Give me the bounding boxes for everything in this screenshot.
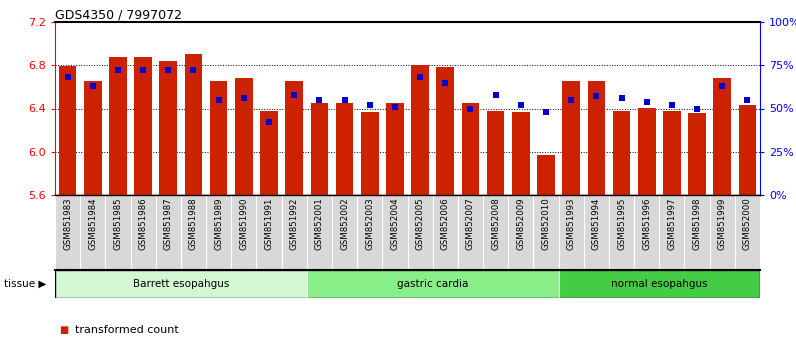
Bar: [185, 55, 202, 195]
Text: GSM852010: GSM852010: [541, 197, 551, 250]
Bar: [361, 112, 379, 195]
Bar: [537, 155, 555, 195]
Bar: [260, 111, 278, 195]
Bar: [689, 113, 706, 195]
Text: GSM851998: GSM851998: [693, 197, 701, 250]
Bar: [559, 270, 760, 298]
Text: GSM851995: GSM851995: [617, 197, 626, 250]
Bar: [412, 65, 429, 195]
Text: GSM851991: GSM851991: [264, 197, 274, 250]
Text: GSM851984: GSM851984: [88, 197, 97, 250]
Text: GSM851992: GSM851992: [290, 197, 298, 250]
Text: GSM851990: GSM851990: [240, 197, 248, 250]
Text: tissue ▶: tissue ▶: [4, 279, 46, 289]
Bar: [613, 111, 630, 195]
Text: GSM851987: GSM851987: [164, 197, 173, 250]
Text: GSM851997: GSM851997: [667, 197, 677, 250]
Bar: [562, 81, 580, 195]
Bar: [487, 111, 505, 195]
Text: GSM852001: GSM852001: [315, 197, 324, 250]
Text: GSM851985: GSM851985: [114, 197, 123, 250]
Bar: [436, 67, 454, 195]
Bar: [386, 103, 404, 195]
Text: GSM852005: GSM852005: [416, 197, 424, 250]
Bar: [84, 81, 102, 195]
Bar: [159, 61, 178, 195]
Bar: [55, 270, 306, 298]
Bar: [638, 108, 656, 195]
Text: GSM852003: GSM852003: [365, 197, 374, 250]
Text: ■: ■: [59, 325, 68, 335]
Bar: [210, 81, 228, 195]
Bar: [59, 66, 76, 195]
Bar: [286, 81, 303, 195]
Text: GSM852002: GSM852002: [340, 197, 349, 250]
Bar: [310, 103, 328, 195]
Text: GSM852007: GSM852007: [466, 197, 475, 250]
Text: GSM852000: GSM852000: [743, 197, 752, 250]
Bar: [109, 57, 127, 195]
Bar: [713, 78, 731, 195]
Bar: [587, 81, 605, 195]
Text: normal esopahgus: normal esopahgus: [611, 279, 708, 289]
Bar: [336, 103, 353, 195]
Bar: [135, 57, 152, 195]
Text: GSM851999: GSM851999: [718, 197, 727, 250]
Bar: [306, 270, 559, 298]
Bar: [462, 103, 479, 195]
Text: gastric cardia: gastric cardia: [397, 279, 468, 289]
Bar: [663, 111, 681, 195]
Bar: [235, 78, 252, 195]
Text: GSM851994: GSM851994: [592, 197, 601, 250]
Text: GDS4350 / 7997072: GDS4350 / 7997072: [55, 9, 182, 22]
Text: GSM851988: GSM851988: [189, 197, 198, 250]
Text: GSM851986: GSM851986: [139, 197, 147, 250]
Text: GSM852006: GSM852006: [441, 197, 450, 250]
Text: GSM852008: GSM852008: [491, 197, 500, 250]
Bar: [512, 112, 529, 195]
Text: Barrett esopahgus: Barrett esopahgus: [133, 279, 229, 289]
Bar: [739, 105, 756, 195]
Text: GSM852004: GSM852004: [390, 197, 400, 250]
Text: GSM851993: GSM851993: [567, 197, 576, 250]
Text: GSM851996: GSM851996: [642, 197, 651, 250]
Text: GSM852009: GSM852009: [517, 197, 525, 250]
Text: GSM851983: GSM851983: [63, 197, 72, 250]
Text: GSM851989: GSM851989: [214, 197, 223, 250]
Text: transformed count: transformed count: [75, 325, 178, 335]
